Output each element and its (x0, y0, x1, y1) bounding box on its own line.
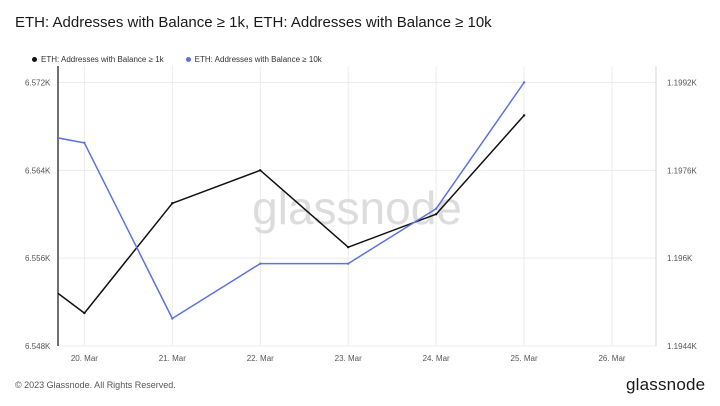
series-1-point-4 (347, 262, 350, 265)
grid-lines (58, 66, 656, 347)
axes (57, 66, 657, 346)
left-tick-label-2: 6.564K (25, 166, 51, 175)
left-tick-label-1: 6.556K (25, 254, 51, 263)
right-tick-label-2: 1.1976K (667, 166, 697, 175)
legend-label-1k: ETH: Addresses with Balance ≥ 1k (41, 55, 164, 64)
x-tick-label-1: 21. Mar (159, 354, 186, 363)
left-tick-label-0: 6.548K (25, 342, 51, 351)
left-axis-ticks: 6.548K 6.556K 6.564K 6.572K (25, 78, 51, 351)
legend: ETH: Addresses with Balance ≥ 1k ETH: Ad… (32, 55, 322, 64)
footer-logo[interactable]: glassnode (626, 375, 706, 394)
right-tick-label-1: 1.196K (667, 254, 693, 263)
legend-label-10k: ETH: Addresses with Balance ≥ 10k (194, 55, 322, 64)
series-0-point-4 (347, 245, 350, 249)
x-tick-label-6: 26. Mar (598, 354, 625, 363)
series-0-point-6 (522, 114, 526, 117)
right-axis-ticks: 1.1944K 1.196K 1.1976K 1.1992K (667, 78, 697, 351)
x-tick-label-4: 24. Mar (423, 354, 450, 363)
series-1-point-6 (522, 81, 526, 84)
x-tick-label-3: 23. Mar (335, 354, 362, 363)
series-1-point-5 (434, 207, 438, 210)
x-tick-label-2: 22. Mar (247, 354, 274, 363)
plot-area (58, 66, 656, 346)
legend-item-10k[interactable]: ETH: Addresses with Balance ≥ 10k (185, 55, 322, 64)
legend-item-1k[interactable]: ETH: Addresses with Balance ≥ 1k (32, 55, 164, 64)
series-0-point-1 (83, 311, 86, 315)
series-1-point-1 (83, 141, 86, 145)
x-axis-ticks: 20. Mar 21. Mar 22. Mar 23. Mar 24. Mar 25. M… (71, 354, 626, 363)
series-lines (58, 81, 526, 320)
x-tick-label-0: 20. Mar (71, 354, 98, 363)
series-1-point-3 (259, 262, 262, 265)
x-tick-label-5: 25. Mar (511, 354, 538, 363)
right-tick-label-3: 1.1992K (667, 78, 697, 87)
chart-title: ETH: Addresses with Balance ≥ 1k, ETH: A… (15, 14, 492, 31)
legend-swatch-10k (185, 57, 191, 62)
series-0-point-2 (171, 202, 174, 205)
watermark: glassnode (252, 182, 462, 234)
left-tick-label-3: 6.572K (25, 78, 51, 87)
series-1-point-2 (171, 317, 174, 320)
footer-copyright: © 2023 Glassnode. All Rights Reserved. (15, 380, 176, 390)
series-0-point-5 (434, 213, 438, 216)
legend-swatch-1k (32, 57, 37, 62)
series-0-point-3 (259, 169, 262, 172)
right-tick-label-0: 1.1944K (667, 342, 697, 351)
